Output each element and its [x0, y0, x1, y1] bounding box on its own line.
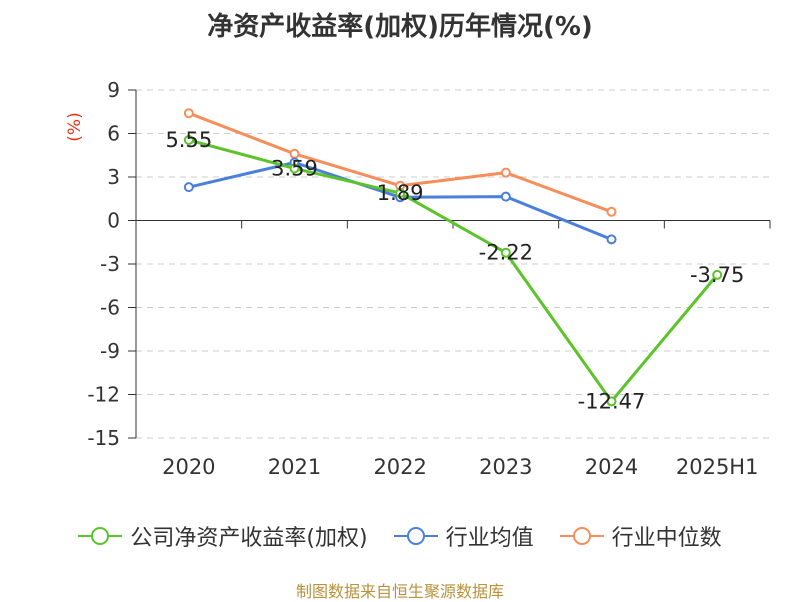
legend-item-industry-avg[interactable]: 行业均值	[393, 520, 534, 552]
x-tick-label: 2021	[268, 455, 321, 479]
data-label: -2.22	[479, 241, 533, 265]
y-tick-label: -12	[87, 383, 120, 407]
data-point	[606, 234, 617, 245]
x-tick-label: 2023	[479, 455, 532, 479]
x-tick-label: 2024	[585, 455, 638, 479]
axes: 9 6 3 0 -3 -6 -9 -12 -15 2020 2021 2022 2023 2024 2025…	[65, 78, 771, 479]
y-tick-label: -15	[87, 426, 120, 450]
data-point	[606, 206, 617, 217]
data-labels: 5.55 3.59 1.89 -2.22 -12.47 -3.75	[165, 128, 744, 413]
x-tick-label: 2020	[162, 455, 215, 479]
data-label: 5.55	[165, 128, 212, 152]
data-point	[183, 108, 194, 119]
x-tick-label: 2022	[373, 455, 426, 479]
data-label: -12.47	[578, 389, 646, 413]
y-tick-label: -3	[100, 252, 120, 276]
series-lines	[183, 108, 723, 407]
y-tick-label: 9	[107, 78, 120, 102]
data-point	[395, 188, 406, 199]
legend: 公司净资产收益率(加权) 行业均值 行业中位数	[0, 518, 800, 554]
legend-label-industry-avg: 行业均值	[445, 526, 534, 551]
y-axis-label: (%)	[65, 112, 85, 141]
legend-label-industry-median: 行业中位数	[611, 526, 722, 551]
y-tick-label: 3	[107, 165, 120, 189]
legend-item-industry-median[interactable]: 行业中位数	[559, 520, 722, 552]
data-point	[183, 182, 194, 193]
y-tick-label: 0	[107, 209, 120, 233]
line-chart: 9 6 3 0 -3 -6 -9 -12 -15 2020 2021 2022 2023 2024 2025…	[65, 78, 771, 479]
y-tick-label: 6	[107, 122, 120, 146]
data-label: 3.59	[271, 156, 318, 180]
grid-lines	[136, 89, 770, 439]
legend-marker-company	[78, 527, 123, 545]
data-point	[500, 167, 511, 178]
data-label: 1.89	[377, 181, 424, 205]
legend-label-company: 公司净资产收益率(加权)	[130, 526, 368, 551]
y-tick-label: -9	[100, 339, 120, 363]
legend-marker-industry-avg	[393, 527, 438, 545]
data-point	[712, 269, 723, 280]
legend-item-company[interactable]: 公司净资产收益率(加权)	[78, 520, 368, 552]
legend-marker-industry-median	[559, 527, 604, 545]
chart-title: 净资产收益率(加权)历年情况(%)	[207, 12, 593, 42]
data-point	[289, 163, 300, 174]
x-tick-label: 2025H1	[676, 455, 759, 479]
y-tick-label: -6	[100, 296, 120, 320]
data-point	[500, 191, 511, 202]
data-point	[183, 135, 194, 146]
series-line	[188, 138, 719, 403]
data-point	[500, 247, 511, 258]
source-note: 制图数据来自恒生聚源数据库	[295, 582, 504, 601]
data-label: -3.75	[690, 263, 744, 287]
data-point	[606, 396, 617, 407]
